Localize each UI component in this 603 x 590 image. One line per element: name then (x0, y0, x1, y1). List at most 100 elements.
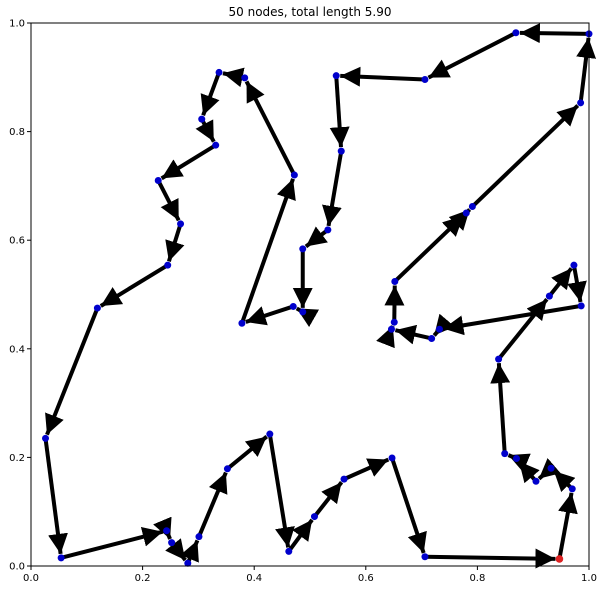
tour-edge (470, 104, 580, 208)
tour-node (215, 68, 223, 76)
tour-node (512, 454, 520, 462)
tour-node (154, 176, 162, 184)
tour-node (570, 261, 578, 269)
y-axis: 0.0 0.2 0.4 0.6 0.8 1.0 (9, 19, 31, 573)
tour-edge (329, 75, 350, 148)
tour-edge (287, 518, 314, 553)
tour-node (266, 430, 274, 438)
tour-node (435, 325, 443, 333)
tour-node (421, 75, 429, 83)
tour-edge (304, 226, 330, 249)
tour-node (168, 539, 176, 547)
tour-node (177, 220, 185, 228)
x-tick-label: 0.0 (23, 573, 39, 584)
tour-edge (240, 178, 296, 324)
tour-node (547, 464, 555, 472)
tour-node (337, 147, 345, 155)
tour-node (310, 513, 318, 521)
tour-node (577, 302, 585, 310)
tour-node (340, 475, 348, 483)
tour-edge (43, 438, 68, 555)
tour-node (289, 302, 297, 310)
tour-node (184, 559, 192, 567)
tour-edge (200, 71, 221, 117)
tour-edge (267, 433, 295, 548)
tour-node (391, 277, 399, 285)
tour-edge (99, 263, 169, 308)
tour-node (495, 355, 503, 363)
tour-edge (424, 548, 556, 569)
tour-edge (384, 285, 405, 323)
y-tick-label: 0.6 (9, 236, 25, 247)
tour-node (299, 308, 307, 316)
x-tick-label: 0.2 (135, 573, 151, 584)
tour-edge (343, 457, 390, 481)
tour-node (512, 29, 520, 37)
tour-edge (245, 304, 294, 326)
tour-node (421, 553, 429, 561)
tour-node (212, 141, 220, 149)
tour-edge (156, 179, 181, 222)
y-tick-label: 1.0 (9, 19, 25, 30)
chart-title: 50 nodes, total length 5.90 (229, 5, 392, 19)
tour-edge (490, 362, 511, 454)
tour-edge (197, 471, 228, 538)
tour-node (468, 203, 476, 211)
tour-edge (60, 527, 164, 560)
tour-node (324, 226, 332, 234)
tour-edge (427, 30, 517, 80)
x-tick-label: 0.8 (469, 573, 485, 584)
tour-nodes (42, 29, 593, 567)
tour-node (388, 454, 396, 462)
tour-edge (180, 539, 200, 565)
y-tick-label: 0.2 (9, 453, 25, 464)
tour-node (290, 171, 298, 179)
y-tick-label: 0.8 (9, 127, 25, 138)
tour-node (195, 533, 203, 541)
plot-frame (30, 22, 590, 567)
tour-node (501, 450, 509, 458)
tour-node (164, 261, 172, 269)
tour-node (57, 554, 65, 562)
tour-edge (394, 324, 433, 345)
tour-node (299, 245, 307, 253)
tour-node (390, 318, 398, 326)
tour-edge (322, 150, 344, 227)
x-tick-label: 1.0 (581, 573, 597, 584)
tour-edge (390, 457, 427, 554)
tour-node (285, 547, 293, 555)
tour-node (428, 334, 436, 342)
tour-edge (222, 67, 246, 88)
tour-node (163, 527, 171, 535)
tour-edge (244, 80, 297, 176)
tour-node (198, 115, 206, 123)
tour-node (462, 209, 470, 217)
x-tick-label: 0.4 (246, 573, 262, 584)
x-tick-label: 0.6 (358, 573, 374, 584)
tour-node (223, 465, 231, 473)
start-node (555, 555, 564, 563)
tour-node (241, 74, 249, 82)
tour-node (42, 434, 50, 442)
tour-node (93, 304, 101, 312)
tour-node (577, 99, 585, 107)
tour-edge (497, 297, 549, 361)
tour-edge (165, 223, 185, 262)
tour-edge (226, 435, 268, 471)
tour-node (545, 292, 553, 300)
tour-edges (43, 23, 597, 569)
x-axis: 0.0 0.2 0.4 0.6 0.8 1.0 (23, 566, 597, 584)
tour-edge (195, 118, 216, 143)
tour-edge (557, 492, 578, 560)
tour-edge (547, 267, 574, 298)
tour-edge (340, 66, 426, 87)
y-tick-label: 0.0 (9, 562, 25, 573)
y-tick-label: 0.4 (9, 344, 25, 355)
tour-node (238, 319, 246, 327)
tour-edge (443, 303, 582, 336)
tour-node (532, 477, 540, 485)
tour-edge (312, 481, 344, 518)
tour-node (332, 72, 340, 80)
tour-node (568, 485, 576, 493)
